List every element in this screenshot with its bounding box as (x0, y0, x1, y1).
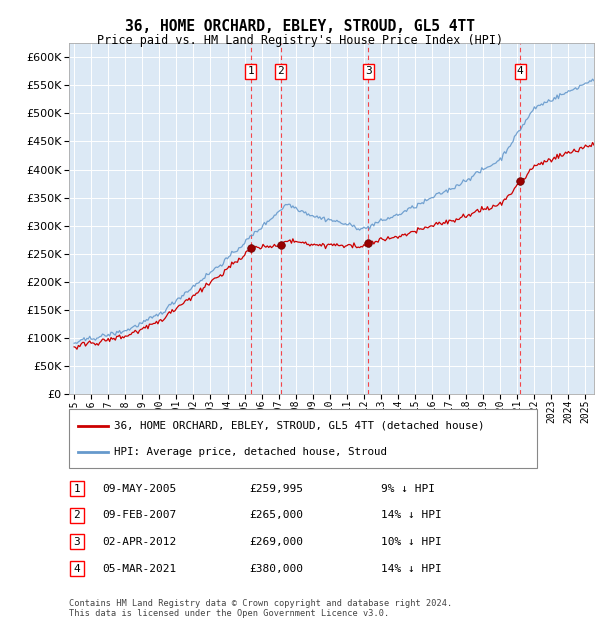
Text: 10% ↓ HPI: 10% ↓ HPI (381, 537, 442, 547)
Text: 2: 2 (277, 66, 284, 76)
Text: 4: 4 (517, 66, 524, 76)
Text: £259,995: £259,995 (249, 484, 303, 494)
Text: 1: 1 (247, 66, 254, 76)
Text: 14% ↓ HPI: 14% ↓ HPI (381, 564, 442, 574)
Text: 14% ↓ HPI: 14% ↓ HPI (381, 510, 442, 520)
Text: £265,000: £265,000 (249, 510, 303, 520)
Text: HPI: Average price, detached house, Stroud: HPI: Average price, detached house, Stro… (114, 446, 387, 456)
Text: 2: 2 (73, 510, 80, 520)
Text: 3: 3 (365, 66, 371, 76)
Text: 09-MAY-2005: 09-MAY-2005 (102, 484, 176, 494)
Text: 05-MAR-2021: 05-MAR-2021 (102, 564, 176, 574)
Text: 02-APR-2012: 02-APR-2012 (102, 537, 176, 547)
Text: 4: 4 (73, 564, 80, 574)
Text: £380,000: £380,000 (249, 564, 303, 574)
Text: Price paid vs. HM Land Registry's House Price Index (HPI): Price paid vs. HM Land Registry's House … (97, 34, 503, 46)
Text: This data is licensed under the Open Government Licence v3.0.: This data is licensed under the Open Gov… (69, 609, 389, 618)
Text: Contains HM Land Registry data © Crown copyright and database right 2024.: Contains HM Land Registry data © Crown c… (69, 600, 452, 608)
Text: 1: 1 (73, 484, 80, 494)
Text: 09-FEB-2007: 09-FEB-2007 (102, 510, 176, 520)
Text: 36, HOME ORCHARD, EBLEY, STROUD, GL5 4TT: 36, HOME ORCHARD, EBLEY, STROUD, GL5 4TT (125, 19, 475, 34)
Text: £269,000: £269,000 (249, 537, 303, 547)
Text: 3: 3 (73, 537, 80, 547)
Text: 9% ↓ HPI: 9% ↓ HPI (381, 484, 435, 494)
Text: 36, HOME ORCHARD, EBLEY, STROUD, GL5 4TT (detached house): 36, HOME ORCHARD, EBLEY, STROUD, GL5 4TT… (114, 421, 485, 431)
